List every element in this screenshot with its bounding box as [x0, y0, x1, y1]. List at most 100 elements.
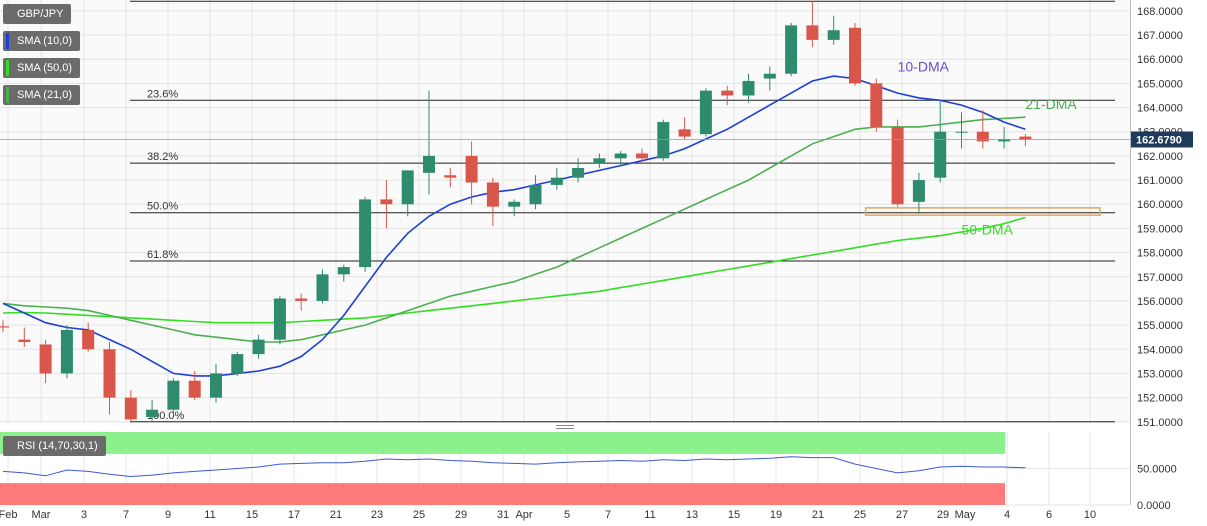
candle-body — [636, 153, 648, 159]
legend-symbol[interactable]: GBP/JPY — [3, 4, 72, 24]
y-tick-label: 152.0000 — [1137, 393, 1183, 405]
x-tick-label: 31 — [497, 509, 509, 521]
x-tick-label: 15 — [728, 509, 740, 521]
candle-body — [444, 175, 457, 178]
y-tick-label: 153.0000 — [1137, 368, 1183, 380]
sma10-swatch-icon — [6, 33, 9, 49]
candle-body — [508, 201, 521, 207]
x-tick-label: 11 — [204, 509, 215, 521]
candle-body — [423, 155, 435, 173]
rsi-oversold-band — [0, 483, 1005, 505]
sma50-swatch-icon — [6, 60, 9, 76]
current-price-label: 162.6790 — [1136, 134, 1182, 146]
price-axis: 151.0000 152.0000 153.0000 154.0000 155.0000… — [1137, 6, 1183, 512]
y-tick-label: 155.0000 — [1137, 320, 1183, 332]
candles — [0, 1, 1032, 422]
y-tick-label: 162.0000 — [1137, 151, 1183, 163]
rsi-bands — [0, 432, 1005, 505]
x-tick-label: 3 — [81, 509, 87, 521]
x-tick-label: 7 — [123, 509, 129, 521]
candle-body — [593, 158, 606, 164]
candle-body — [678, 129, 691, 137]
legend-sma50[interactable]: SMA (50,0) — [3, 58, 81, 78]
y-tick-label: 156.0000 — [1137, 296, 1183, 308]
candle-body — [827, 30, 840, 40]
x-tick-label: 27 — [896, 509, 908, 521]
fib-label: 50.0% — [147, 201, 178, 213]
x-tick-label: 13 — [686, 509, 698, 521]
y-tick-label: 151.0000 — [1137, 417, 1183, 429]
legend-sma21[interactable]: SMA (21,0) — [3, 85, 81, 105]
x-tick-label: Mar — [32, 509, 51, 521]
x-tick-label: 7 — [605, 509, 611, 521]
current-price-box — [1131, 131, 1193, 148]
candle-body — [529, 184, 542, 205]
x-tick-label: 10 — [1084, 509, 1096, 521]
rsi-panel — [2, 456, 1026, 478]
x-tick-label: 29 — [937, 509, 949, 521]
y-tick-label: 157.0000 — [1137, 272, 1183, 284]
legend-sma21-label: SMA (21,0) — [17, 89, 73, 101]
candle-body — [976, 131, 989, 142]
x-tick-label: 29 — [455, 509, 467, 521]
candle-body — [188, 380, 201, 398]
candle-body — [401, 170, 414, 205]
y-tick-label: 161.0000 — [1137, 175, 1183, 187]
candle-body — [870, 83, 883, 127]
support-zone-rect — [864, 207, 1101, 216]
candle-body — [18, 339, 31, 343]
candle-body — [295, 298, 308, 301]
candle-body — [380, 199, 393, 205]
time-axis: Feb Mar 3 7 9 11 15 17 21 23 25 29 31 Apr 5 7 11 13 15 19 21… — [0, 509, 1096, 521]
x-tick-label: 5 — [564, 509, 570, 521]
candle-body — [572, 167, 585, 178]
candle-body — [82, 329, 95, 350]
candle-body — [806, 25, 819, 40]
support-zone — [864, 207, 1101, 216]
x-tick-label: 21 — [330, 509, 342, 521]
candle-body — [912, 180, 925, 202]
candle-body — [124, 397, 137, 420]
x-tick-label: 19 — [770, 509, 782, 521]
x-tick-label: 9 — [165, 509, 171, 521]
sma50-line — [2, 216, 1026, 324]
sma21-line — [2, 116, 1026, 343]
legend-sma50-label: SMA (50,0) — [17, 62, 73, 74]
candle-body — [785, 25, 798, 74]
candle-body — [359, 199, 372, 268]
x-tick-label: 23 — [371, 509, 383, 521]
candle-body — [103, 349, 116, 398]
ma-annotation: 10-DMA — [898, 58, 950, 74]
ma-annotation: 50-DMA — [962, 221, 1014, 237]
candle-body — [337, 267, 350, 275]
candle-body — [210, 373, 222, 398]
y-tick-label: 160.0000 — [1137, 199, 1183, 211]
candle-body — [721, 90, 734, 96]
rsi-line — [2, 456, 1026, 478]
candle-body — [316, 274, 329, 301]
rsi-overbought-band — [0, 432, 1005, 454]
candle-body — [0, 326, 9, 328]
fib-label: 38.2% — [147, 151, 178, 163]
ma-annotation: 21-DMA — [1025, 96, 1077, 112]
candle-body — [273, 298, 286, 340]
x-tick-label: May — [955, 509, 976, 521]
current-price-tag: 162.6790 — [0, 131, 1193, 148]
pane-splitter[interactable] — [556, 425, 574, 429]
legend-sma10[interactable]: SMA (10,0) — [3, 31, 81, 51]
x-tick-label: 11 — [644, 509, 655, 521]
x-tick-label: 17 — [288, 509, 300, 521]
legend-rsi[interactable]: RSI (14,70,30,1) — [3, 436, 106, 456]
y-tick-label: 159.0000 — [1137, 223, 1183, 235]
x-tick-label: 15 — [246, 509, 258, 521]
candle-body — [614, 153, 627, 159]
y-tick-label: 168.0000 — [1137, 6, 1183, 18]
x-tick-label: 25 — [854, 509, 866, 521]
fib-label: 23.6% — [147, 88, 178, 100]
candle-body — [231, 354, 244, 374]
y-tick-label: 164.0000 — [1137, 103, 1183, 115]
y-tick-label: 158.0000 — [1137, 248, 1183, 260]
candle-body — [699, 90, 712, 135]
rsi-tick-label: 0.0000 — [1137, 500, 1171, 512]
